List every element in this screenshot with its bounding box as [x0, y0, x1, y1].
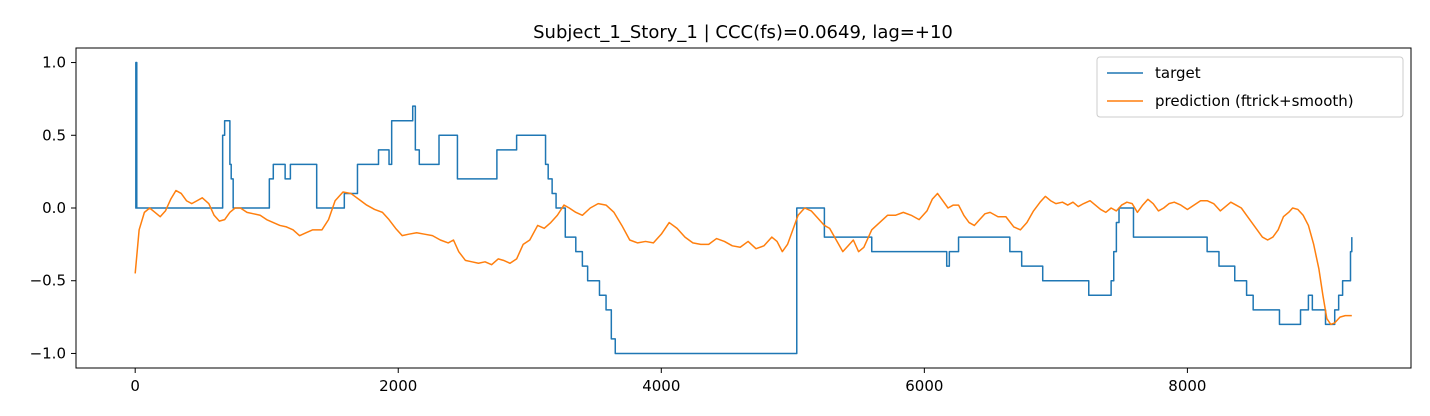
series-line-prediction [134, 189, 1352, 326]
x-tick-label: 4000 [642, 377, 680, 395]
x-tick-label: 6000 [905, 377, 943, 395]
y-tick-label: 0.5 [42, 126, 66, 144]
chart-title: Subject_1_Story_1 | CCC(fs)=0.0649, lag=… [533, 22, 953, 43]
legend-label-prediction: prediction (ftrick+smooth) [1155, 92, 1354, 110]
legend-box [1096, 56, 1404, 118]
y-tick-label: 0.0 [42, 199, 66, 217]
y-axis: 1.0 0.5 0.0 −0.5 −1.0 [30, 54, 76, 362]
series-line-target [135, 61, 1353, 355]
legend: target prediction (ftrick+smooth) [1096, 56, 1404, 118]
y-tick-label: −0.5 [30, 272, 66, 290]
legend-label-target: target [1155, 64, 1201, 82]
x-axis: 0 2000 4000 6000 8000 [130, 368, 1206, 395]
x-tick-label: 8000 [1168, 377, 1206, 395]
plot-area [134, 61, 1353, 355]
y-tick-label: −1.0 [30, 344, 66, 362]
x-tick-label: 0 [130, 377, 140, 395]
plot-frame [75, 47, 1412, 369]
x-tick-label: 2000 [379, 377, 417, 395]
y-tick-label: 1.0 [42, 54, 66, 72]
